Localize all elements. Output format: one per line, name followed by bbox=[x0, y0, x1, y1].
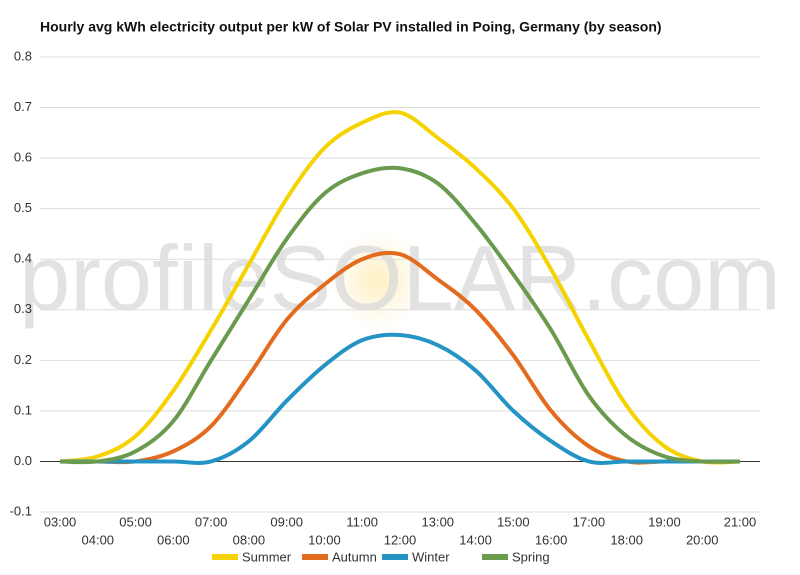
y-tick-label: 0.4 bbox=[14, 251, 32, 266]
legend-label: Summer bbox=[242, 549, 292, 564]
x-tick-label: 09:00 bbox=[270, 514, 303, 529]
x-tick-label: 14:00 bbox=[459, 532, 492, 547]
chart-title: Hourly avg kWh electricity output per kW… bbox=[40, 19, 662, 35]
x-tick-label: 18:00 bbox=[610, 532, 643, 547]
x-tick-label: 08:00 bbox=[233, 532, 266, 547]
y-tick-label: 0.1 bbox=[14, 402, 32, 417]
x-tick-label: 07:00 bbox=[195, 514, 228, 529]
legend-swatch bbox=[302, 554, 328, 560]
x-tick-label: 19:00 bbox=[648, 514, 681, 529]
y-tick-label: -0.1 bbox=[10, 503, 32, 518]
x-tick-label: 16:00 bbox=[535, 532, 568, 547]
legend-label: Spring bbox=[512, 549, 550, 564]
x-tick-label: 17:00 bbox=[573, 514, 606, 529]
series-line bbox=[59, 110, 741, 465]
series-line bbox=[59, 165, 741, 465]
legend-swatch bbox=[482, 554, 508, 560]
legend-label: Winter bbox=[412, 549, 450, 564]
x-tick-label: 21:00 bbox=[724, 514, 757, 529]
x-tick-label: 10:00 bbox=[308, 532, 341, 547]
y-tick-label: 0.7 bbox=[14, 99, 32, 114]
y-tick-label: 0.6 bbox=[14, 150, 32, 165]
x-tick-label: 20:00 bbox=[686, 532, 719, 547]
y-tick-label: 0.3 bbox=[14, 301, 32, 316]
series-line bbox=[60, 332, 740, 465]
x-tick-label: 12:00 bbox=[384, 532, 417, 547]
y-tick-label: 0.2 bbox=[14, 352, 32, 367]
x-tick-label: 06:00 bbox=[157, 532, 190, 547]
legend-swatch bbox=[382, 554, 408, 560]
legend-label: Autumn bbox=[332, 549, 377, 564]
watermark: profileSOLAR.com bbox=[19, 227, 781, 329]
x-tick-label: 03:00 bbox=[44, 514, 77, 529]
x-tick-label: 15:00 bbox=[497, 514, 530, 529]
x-tick-label: 13:00 bbox=[422, 514, 455, 529]
y-tick-label: 0.5 bbox=[14, 200, 32, 215]
y-tick-label: 0.8 bbox=[14, 48, 32, 63]
x-tick-label: 04:00 bbox=[82, 532, 115, 547]
x-tick-label: 11:00 bbox=[346, 514, 378, 529]
y-tick-label: 0.0 bbox=[14, 453, 32, 468]
legend-swatch bbox=[212, 554, 238, 560]
x-tick-label: 05:00 bbox=[119, 514, 152, 529]
